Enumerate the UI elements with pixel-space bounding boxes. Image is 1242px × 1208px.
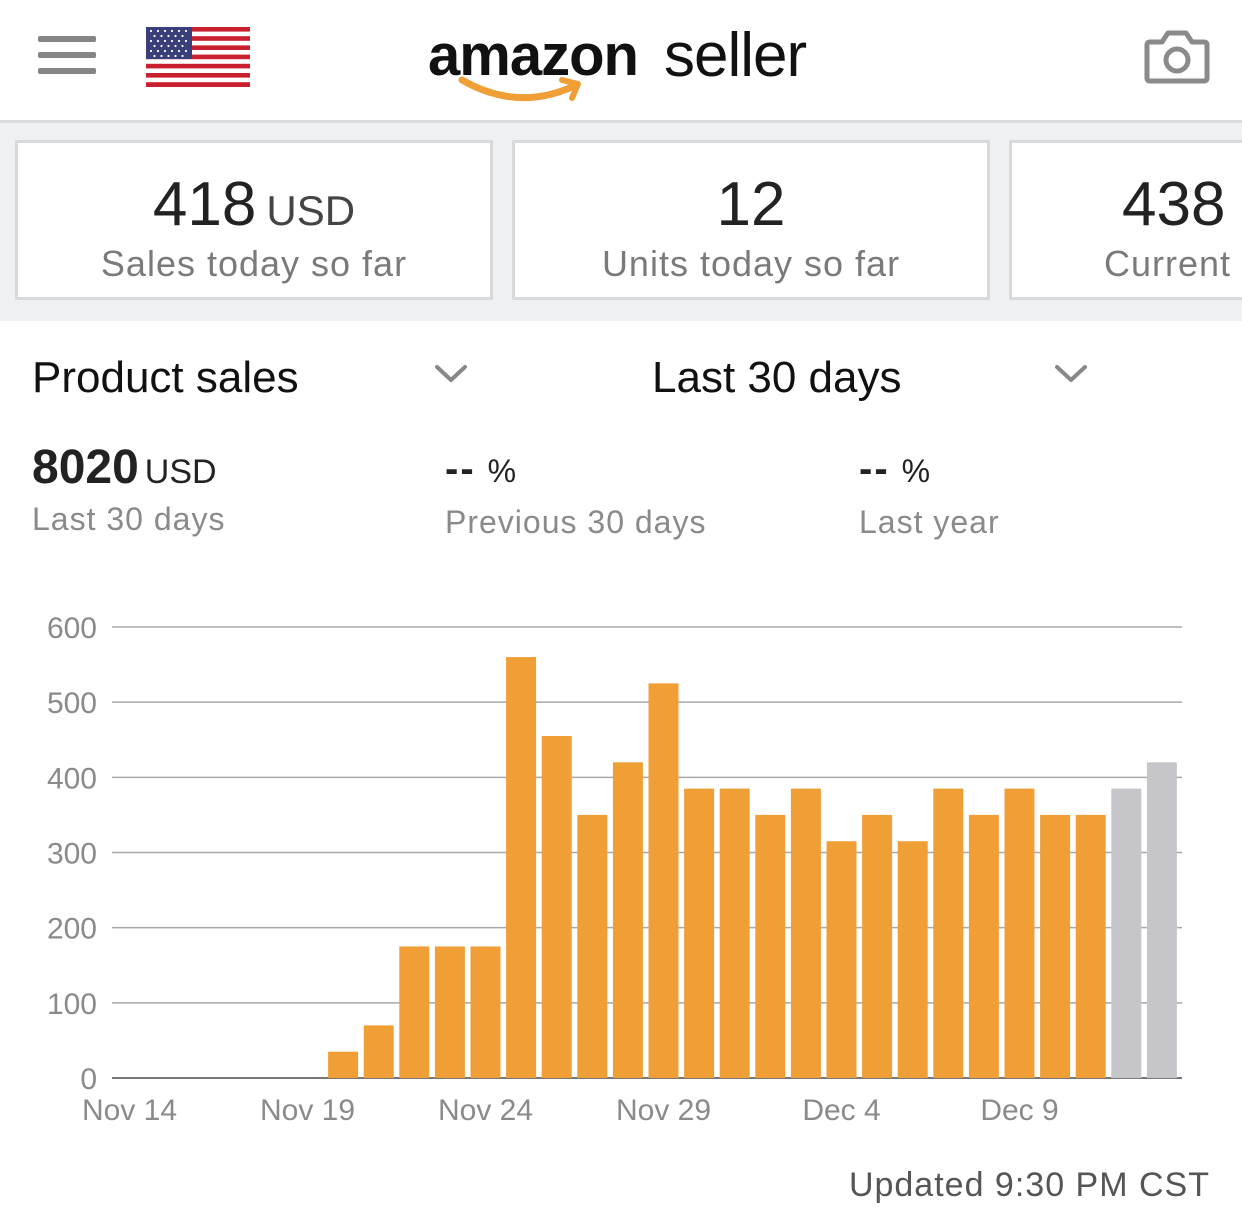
summary-previous-number: -- (445, 447, 476, 491)
metric-number: 12 (716, 170, 786, 239)
metric-number: 438 (1122, 170, 1226, 239)
bar (897, 841, 928, 1078)
metric-card-sales-today[interactable]: 418 USD Sales today so far (15, 140, 493, 300)
metric-card-units-today[interactable]: 12 Units today so far (512, 140, 990, 300)
y-tick-label: 500 (47, 687, 97, 720)
summary-last-year-label: Last year (859, 504, 1000, 540)
bar (541, 735, 572, 1078)
summary-last-year-number: -- (859, 447, 890, 491)
y-tick-label: 600 (47, 612, 97, 645)
chevron-down-icon (435, 365, 467, 382)
metric-selector-dropdown[interactable]: Product sales (32, 345, 472, 415)
amazon-seller-logo: amazon seller (428, 10, 828, 110)
metrics-carousel[interactable]: 418 USD Sales today so far 12 Units today… (0, 120, 1242, 321)
summary-previous-period: --% Previous 30 days (445, 440, 706, 541)
period-selector-dropdown[interactable]: Last 30 days (652, 345, 1092, 415)
metric-selector-label: Product sales (32, 353, 299, 402)
summary-total: 8020 USD Last 30 days (32, 440, 225, 538)
bar (968, 814, 999, 1078)
metric-value: 12 (515, 169, 987, 240)
metric-label: Current (1104, 243, 1232, 284)
camera-icon[interactable] (1144, 26, 1210, 86)
x-tick-label: Dec 4 (802, 1094, 880, 1127)
bar (755, 814, 786, 1078)
summary-total-value: 8020 USD (32, 440, 225, 495)
x-tick-label: Dec 9 (980, 1094, 1058, 1127)
amazon-smile-icon (458, 76, 581, 102)
bar (328, 1051, 359, 1078)
summary-previous-value: --% (445, 440, 706, 498)
metric-number: 418 (152, 170, 257, 239)
y-tick-label: 100 (47, 988, 97, 1021)
y-tick-label: 400 (47, 762, 97, 795)
summary-total-label: Last 30 days (32, 501, 226, 537)
summary-total-number: 8020 (32, 441, 139, 494)
metric-label: Units today so far (601, 243, 901, 284)
summary-total-unit: USD (144, 453, 217, 491)
bar (933, 788, 964, 1078)
brand-seller-text: seller (664, 21, 807, 90)
metric-value: 438 (1122, 169, 1242, 240)
bar (470, 946, 501, 1078)
bar (684, 788, 715, 1078)
metric-label: Sales today so far (100, 243, 408, 284)
bar (399, 946, 430, 1078)
metric-unit: USD (266, 187, 356, 234)
bar (1075, 814, 1106, 1078)
us-flag-icon[interactable] (146, 27, 250, 87)
bar (1004, 788, 1035, 1078)
bar (577, 814, 608, 1078)
bar (1111, 788, 1142, 1078)
summary-last-year-value: --% (859, 440, 1000, 498)
app-header: amazon seller (0, 0, 1242, 120)
summary-previous-unit: % (487, 453, 517, 489)
x-tick-label: Nov 24 (438, 1094, 533, 1127)
last-updated-text: Updated 9:30 PM CST (848, 1166, 1210, 1204)
bar (506, 657, 537, 1078)
metric-card-current[interactable]: 438 Current (1009, 140, 1242, 300)
summary-last-year-unit: % (901, 453, 931, 489)
bar (648, 683, 679, 1078)
product-sales-bar-chart: 0 100 200 300 400 500 600 Nov 14 Nov 19 Nov 24 Nov… (47, 612, 1182, 1127)
bar (1040, 814, 1071, 1078)
summary-previous-label: Previous 30 days (445, 504, 707, 540)
metric-value: 418 USD (18, 169, 490, 240)
y-tick-label: 200 (47, 913, 97, 946)
period-selector-label: Last 30 days (652, 353, 902, 402)
summary-last-year: --% Last year (859, 440, 1000, 541)
bar (862, 814, 893, 1078)
bar (612, 762, 643, 1078)
x-tick-label: Nov 29 (616, 1094, 711, 1127)
x-tick-label: Nov 14 (82, 1094, 177, 1127)
bar (790, 788, 821, 1078)
x-tick-label: Nov 19 (260, 1094, 355, 1127)
chevron-down-icon (1055, 365, 1087, 382)
bar (719, 788, 750, 1078)
y-tick-label: 0 (80, 1063, 97, 1096)
y-tick-label: 300 (47, 838, 97, 871)
bar (434, 946, 465, 1078)
bar (1146, 762, 1177, 1078)
bar (363, 1025, 394, 1078)
bar (826, 841, 857, 1078)
hamburger-menu-icon[interactable] (38, 36, 96, 76)
